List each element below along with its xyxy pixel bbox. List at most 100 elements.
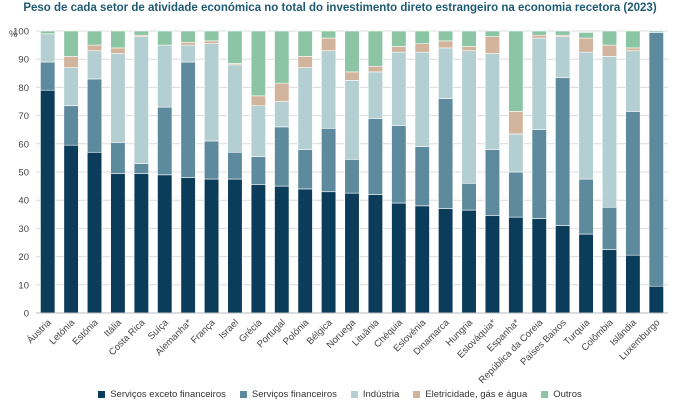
bar-segment: [578, 178, 594, 235]
bar-segment: [110, 142, 126, 174]
bar-segment: [601, 44, 618, 57]
bar-segment: [157, 106, 173, 176]
bar-segment: [391, 202, 407, 314]
legend-swatch: [541, 391, 549, 398]
bar-segment: [555, 77, 571, 226]
bar-segment: [484, 36, 501, 54]
bar-segment: [63, 30, 79, 57]
bar-segment: [367, 194, 383, 314]
bar-segment: [40, 30, 56, 35]
bar-segment: [110, 30, 126, 49]
bar-segment: [344, 30, 360, 73]
bar-segment: [110, 53, 126, 143]
bar-segment: [86, 151, 103, 314]
bar-segment: [86, 30, 103, 46]
bar-segment: [438, 40, 454, 49]
bar-segment: [391, 125, 407, 204]
bar-segment: [484, 149, 501, 217]
y-tick-label: 10: [18, 280, 29, 291]
bar-segment: [344, 71, 360, 81]
legend-label: Serviços financeiros: [251, 389, 337, 400]
bar-segment: [180, 61, 196, 178]
bar-segment: [110, 47, 126, 54]
bar-segment: [133, 163, 149, 174]
bar-segment: [180, 30, 196, 43]
bar-segment: [601, 56, 618, 208]
bar-segment: [555, 30, 571, 36]
y-tick-label: 100: [13, 27, 29, 38]
legend-item: Serviços financeiros: [239, 389, 337, 400]
bar-segment: [625, 254, 641, 314]
bar-segment: [555, 225, 571, 314]
bar-segment: [531, 218, 547, 314]
bar-segment: [274, 126, 290, 187]
bar-segment: [508, 216, 524, 314]
bar-segment: [508, 133, 524, 173]
bar-segment: [508, 111, 524, 135]
bar-segment: [367, 71, 383, 119]
bar-segment: [250, 156, 266, 185]
bar-segment: [63, 67, 79, 107]
bar-segment: [40, 33, 56, 63]
legend-label: Outros: [553, 389, 582, 400]
y-tick-label: 0: [24, 309, 29, 320]
bar-segment: [203, 40, 220, 44]
bar-segment: [344, 192, 360, 314]
bar-segment: [625, 47, 641, 52]
bar-segment: [227, 151, 243, 180]
bar-segment: [648, 30, 664, 33]
bar-segment: [648, 285, 664, 314]
bar-segment: [367, 65, 383, 73]
bar-segment: [86, 78, 103, 153]
bar-segment: [438, 47, 454, 99]
legend-swatch: [239, 391, 247, 398]
bar-segment: [250, 105, 266, 157]
bar-segment: [531, 30, 547, 36]
bar-segment: [110, 173, 126, 314]
bar-segment: [531, 34, 547, 39]
bar-segment: [203, 30, 220, 42]
bar-segment: [321, 37, 337, 52]
bar-segment: [157, 174, 173, 314]
y-axis-label: %: [9, 29, 18, 40]
bar-segment: [601, 249, 618, 314]
bar-segment: [133, 36, 149, 164]
legend-swatch: [413, 391, 421, 398]
bar-segment: [157, 30, 173, 46]
y-tick-label: 60: [18, 139, 29, 150]
bar-segment: [86, 44, 103, 52]
bar-segment: [40, 61, 56, 91]
chart-title: Peso de cada setor de atividade económic…: [23, 2, 657, 14]
y-tick-label: 50: [18, 168, 29, 179]
legend-label: Indústria: [362, 389, 400, 400]
legend-swatch: [350, 391, 358, 398]
bar-segment: [625, 30, 641, 49]
bar-segment: [367, 118, 383, 195]
y-tick-label: 90: [18, 55, 29, 66]
bar-segment: [601, 30, 618, 46]
bar-segment: [203, 140, 220, 180]
bar-segment: [157, 44, 173, 108]
x-tick-label: Estónia: [70, 317, 101, 348]
bar-segment: [391, 51, 407, 126]
bar-segment: [414, 205, 430, 314]
bar-segment: [555, 36, 571, 78]
y-tick-label: 30: [18, 224, 29, 235]
bar-segment: [414, 146, 430, 207]
bar-segment: [578, 32, 594, 39]
bar-segment: [344, 80, 360, 160]
y-tick-label: 80: [18, 83, 29, 94]
bar-segment: [227, 30, 243, 64]
y-tick-label: 70: [18, 111, 29, 122]
legend-item: Eletricidade, gás e água: [413, 389, 527, 400]
bar-segment: [508, 30, 524, 112]
bar-segment: [250, 30, 266, 97]
bar-segment: [414, 43, 430, 53]
bar-segment: [63, 144, 79, 314]
y-tick-label: 20: [18, 252, 29, 263]
bar-segment: [438, 98, 454, 209]
legend-label: Eletricidade, gás e água: [425, 389, 528, 400]
bar-segment: [625, 50, 641, 112]
bar-segment: [484, 53, 501, 150]
bar-segment: [297, 188, 313, 314]
